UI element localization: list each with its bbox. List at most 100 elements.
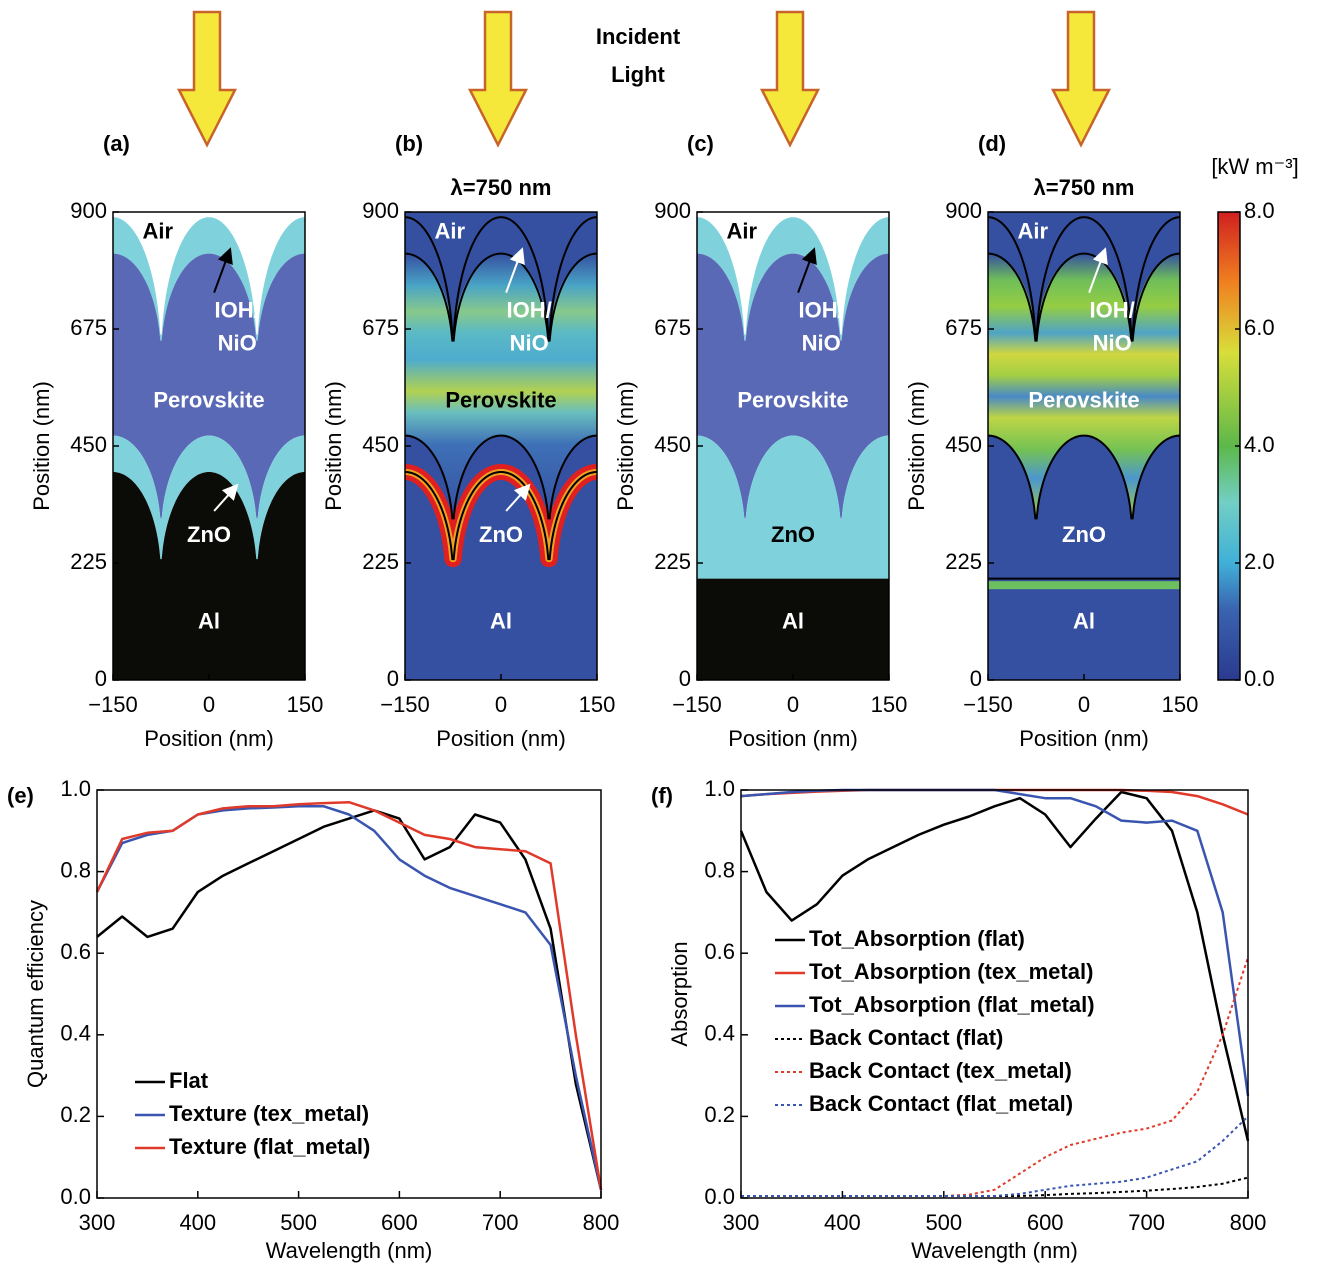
y-axis-label: Position (nm) [904, 381, 929, 511]
interface [987, 216, 1181, 336]
colorbar-tick-label: 4.0 [1244, 432, 1275, 457]
header-line: Light [611, 62, 665, 87]
legend-label: Tot_Absorption (flat) [809, 926, 1025, 951]
region-label: Al [198, 609, 220, 634]
x-tick-label: 400 [824, 1210, 861, 1235]
ioh-layer [697, 217, 889, 341]
incident-arrow [176, 10, 238, 148]
interface [404, 252, 598, 342]
y-tick-label: 0 [970, 666, 982, 691]
y-tick-label: 1.0 [60, 776, 91, 801]
zno-layer [697, 435, 889, 579]
y-tick-label: 900 [362, 198, 399, 223]
series-line [740, 788, 1249, 816]
region-label: Air [727, 219, 758, 244]
x-tick-label: −150 [88, 692, 138, 717]
y-tick-label: 0.4 [704, 1021, 735, 1046]
x-tick-label: 0 [1078, 692, 1090, 717]
region-label: IOH/ [215, 298, 260, 323]
y-tick-label: 450 [654, 432, 691, 457]
al-layer [697, 578, 889, 680]
y-tick-label: 225 [945, 549, 982, 574]
region-label: ZnO [1062, 522, 1106, 547]
legend-label: Flat [169, 1068, 209, 1093]
x-axis-label: Wavelength (nm) [911, 1238, 1078, 1263]
x-tick-label: 150 [1162, 692, 1199, 717]
y-axis-label: Absorption [667, 941, 692, 1046]
pointer-arrow [1088, 247, 1108, 293]
region-label: NiO [218, 330, 257, 355]
panel-label: (c) [687, 131, 714, 156]
x-axis-label: Position (nm) [728, 726, 858, 751]
y-tick-label: 450 [70, 432, 107, 457]
x-tick-label: 800 [1230, 1210, 1267, 1235]
x-tick-label: 400 [179, 1210, 216, 1235]
y-tick-label: 225 [362, 549, 399, 574]
panel-label: (a) [103, 131, 130, 156]
colorbar-tick-label: 8.0 [1244, 198, 1275, 223]
incident-arrow [467, 10, 529, 148]
colorbar-tick-label: 0.0 [1244, 666, 1275, 691]
x-tick-label: 150 [579, 692, 616, 717]
y-tick-label: 0.6 [704, 939, 735, 964]
y-axis-label: Quantum efficiency [23, 900, 48, 1088]
region-label: Al [782, 609, 804, 634]
y-tick-label: 0.6 [60, 939, 91, 964]
x-tick-label: 0 [787, 692, 799, 717]
x-tick-label: 0 [203, 692, 215, 717]
x-tick-label: 0 [495, 692, 507, 717]
y-axis-label: Position (nm) [29, 381, 54, 511]
series-line [96, 809, 603, 1191]
map-panel [696, 211, 890, 681]
pointer-arrow [797, 247, 817, 293]
region-label: Air [435, 219, 466, 244]
interface [404, 216, 598, 336]
colorbar-tick-label: 6.0 [1244, 315, 1275, 340]
region-label: Perovskite [1028, 388, 1139, 413]
x-tick-label: −150 [380, 692, 430, 717]
y-tick-label: 675 [362, 315, 399, 340]
x-tick-label: 800 [583, 1210, 620, 1235]
y-tick-label: 900 [70, 198, 107, 223]
y-tick-label: 225 [654, 549, 691, 574]
region-label: ZnO [771, 522, 815, 547]
incident-arrow [759, 10, 821, 148]
y-tick-label: 1.0 [704, 776, 735, 801]
legend-label: Back Contact (flat_metal) [809, 1091, 1073, 1116]
y-tick-label: 0 [95, 666, 107, 691]
y-tick-label: 675 [70, 315, 107, 340]
region-label: Perovskite [153, 388, 264, 413]
plot-frame [96, 789, 602, 1199]
legend-label: Tot_Absorption (tex_metal) [809, 959, 1093, 984]
region-label: IOH/ [1090, 298, 1135, 323]
interface [987, 434, 1181, 520]
y-tick-label: 450 [945, 432, 982, 457]
series-line [95, 800, 603, 1191]
pointer-arrow [213, 483, 239, 512]
y-tick-label: 0 [679, 666, 691, 691]
x-tick-label: −150 [672, 692, 722, 717]
legend-label: Texture (flat_metal) [169, 1134, 370, 1159]
region-label: ZnO [187, 522, 231, 547]
y-tick-label: 0.4 [60, 1021, 91, 1046]
region-label: Air [143, 219, 174, 244]
y-axis-label: Position (nm) [613, 381, 638, 511]
x-tick-label: 700 [482, 1210, 519, 1235]
pointer-arrow [505, 247, 525, 293]
field-stripe [988, 581, 1180, 590]
panel-label: (b) [395, 131, 423, 156]
legend-label: Back Contact (flat) [809, 1025, 1003, 1050]
x-axis-label: Position (nm) [436, 726, 566, 751]
region-label: NiO [1093, 330, 1132, 355]
x-tick-label: 300 [79, 1210, 116, 1235]
field-band [405, 253, 597, 519]
region-label: NiO [510, 330, 549, 355]
pointer-arrow [505, 483, 531, 512]
x-tick-label: 500 [925, 1210, 962, 1235]
x-tick-label: −150 [963, 692, 1013, 717]
x-tick-label: 150 [871, 692, 908, 717]
x-tick-label: 300 [723, 1210, 760, 1235]
region-label: NiO [802, 330, 841, 355]
map-panel [112, 211, 306, 681]
panel-label: (f) [651, 783, 673, 808]
